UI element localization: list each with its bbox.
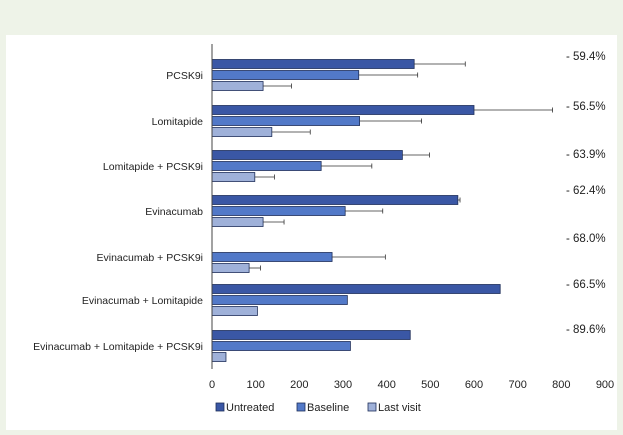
category-label: Lomitapide + PCSK9i <box>103 161 203 173</box>
legend-swatch <box>215 402 225 412</box>
bar-last-visit <box>211 81 264 91</box>
bar-untreated <box>211 59 415 69</box>
x-tick-label: 500 <box>421 379 439 391</box>
chart-card <box>6 35 617 430</box>
bar-untreated <box>211 195 459 205</box>
reduction-annotation: - 59.4% <box>566 51 606 63</box>
bar-baseline <box>211 341 351 351</box>
legend-swatch <box>296 402 306 412</box>
category-label: Evinacumab + Lomitapide <box>82 295 203 307</box>
reduction-annotation: - 63.9% <box>566 149 606 161</box>
bar-last-visit <box>211 217 264 227</box>
annotations: - 59.4% - 56.5% - 63.9% - 62.4% - 68.0% - 66.… <box>566 51 606 336</box>
category-label: Evinacumab + Lomitapide + PCSK9i <box>33 341 203 353</box>
bar-last-visit <box>211 172 256 182</box>
bar-baseline <box>211 116 360 126</box>
bar-baseline <box>211 70 360 80</box>
x-tick-label: 700 <box>508 379 526 391</box>
bar-untreated <box>211 330 411 340</box>
x-tick-label: 300 <box>334 379 352 391</box>
legend-label: Baseline <box>307 402 349 414</box>
reduction-annotation: - 62.4% <box>566 185 606 197</box>
legend-label: Last visit <box>378 402 421 414</box>
bar-untreated <box>211 150 403 160</box>
bar-last-visit <box>211 127 273 137</box>
reduction-annotation: - 68.0% <box>566 233 606 245</box>
bar-last-visit <box>211 352 227 362</box>
x-tick-label: 900 <box>596 379 614 391</box>
bar-baseline <box>211 161 322 171</box>
legend: Untreated Baseline Last visit <box>215 402 421 414</box>
reduction-annotation: - 56.5% <box>566 101 606 113</box>
legend-label: Untreated <box>226 402 274 414</box>
x-tick-label: 800 <box>552 379 570 391</box>
category-label: Evinacumab + PCSK9i <box>96 252 203 264</box>
category-labels: PCSK9i Lomitapide Lomitapide + PCSK9i Evina… <box>33 70 203 353</box>
x-axis: 0 100 200 300 400 500 600 700 800 900 <box>209 44 614 391</box>
x-tick-label: 200 <box>290 379 308 391</box>
bar-untreated <box>211 105 475 115</box>
x-tick-label: 0 <box>209 379 215 391</box>
top-band <box>0 0 623 35</box>
bars-layer <box>211 59 501 362</box>
x-tick-label: 600 <box>465 379 483 391</box>
x-tick-label: 400 <box>377 379 395 391</box>
reduction-annotation: - 89.6% <box>566 324 606 336</box>
bar-baseline <box>211 295 348 305</box>
bar-baseline <box>211 252 333 262</box>
reduction-annotation: - 66.5% <box>566 279 606 291</box>
legend-swatch <box>367 402 377 412</box>
bar-last-visit <box>211 306 258 316</box>
bar-baseline <box>211 206 346 216</box>
category-label: PCSK9i <box>166 70 203 82</box>
bar-untreated <box>211 284 501 294</box>
category-label: Lomitapide <box>152 116 204 128</box>
category-label: Evinacumab <box>145 206 203 218</box>
error-bars-layer <box>249 61 553 271</box>
bar-last-visit <box>211 263 250 273</box>
x-tick-label: 100 <box>246 379 264 391</box>
